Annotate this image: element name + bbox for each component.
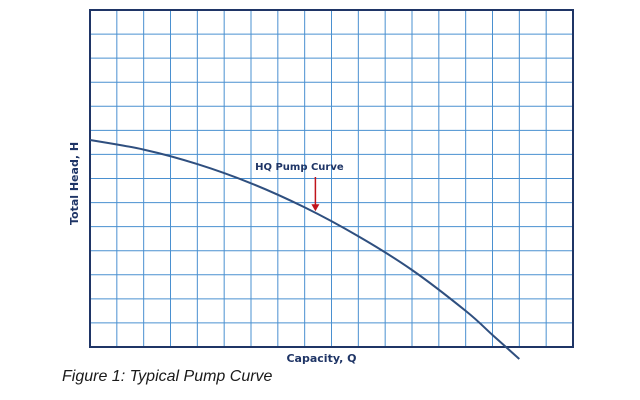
plot-frame: [89, 9, 574, 348]
x-axis-label: Capacity, Q: [286, 352, 356, 365]
annotation-arrow-head-icon: [311, 204, 320, 212]
grid-lines: [90, 10, 573, 347]
y-axis-label: Total Head, H: [68, 142, 81, 225]
figure-caption: Figure 1: Typical Pump Curve: [62, 368, 273, 385]
curve-annotation-label: HQ Pump Curve: [255, 162, 344, 173]
hq-pump-curve-line: [89, 139, 520, 360]
